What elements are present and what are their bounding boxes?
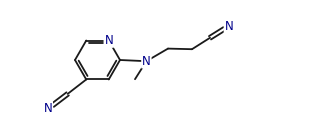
Text: N: N xyxy=(43,102,52,115)
Text: N: N xyxy=(225,20,233,33)
Text: N: N xyxy=(104,34,113,47)
Text: N: N xyxy=(142,55,151,68)
